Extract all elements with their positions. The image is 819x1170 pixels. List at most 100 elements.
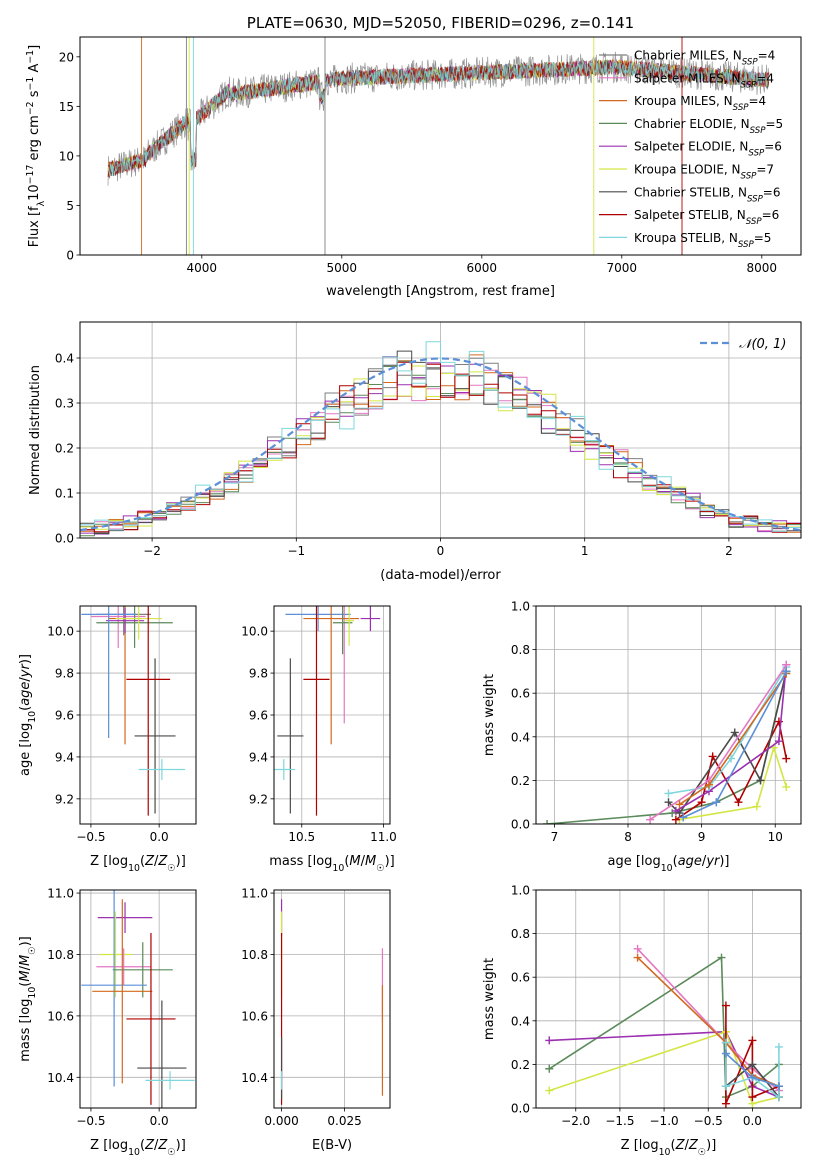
tick-label-x: 0.0: [150, 1114, 169, 1128]
tick-label-y: 9.8: [249, 667, 268, 681]
z-age-axes: −0.5 0.0 9.2 9.4 9.6 9.8 10.0 Z [log10(Z/Z☉)] ag…: [18, 605, 197, 874]
legend-entry: Chabrier STELIB, NSSP=6: [634, 185, 781, 204]
tick-label-y: 0.0: [511, 818, 530, 832]
tick-label-y: 20: [59, 50, 74, 64]
mass-weight-marker: [774, 737, 783, 746]
mass-weight-marker: [646, 815, 655, 824]
mass-weight-marker: [543, 820, 552, 824]
tick-label-y: 0.4: [511, 730, 530, 744]
tick-label-y: 10: [59, 149, 74, 163]
y-axis-label: mass weight: [482, 674, 497, 756]
mass-weight-line: [649, 664, 787, 821]
x-axis-label: Z [log10(Z/Z☉)]: [90, 1138, 186, 1158]
mass-weight-marker: [671, 806, 680, 815]
tick-label-x: 1: [581, 544, 589, 558]
tick-label-x: 6000: [467, 261, 498, 275]
tick-label-y: 0.6: [511, 687, 530, 701]
tick-label-x: 4000: [187, 261, 218, 275]
tick-label-y: 0.2: [511, 774, 530, 788]
z-age-plot-area: [81, 606, 186, 816]
ebv-mass-plot-area: [280, 899, 384, 1105]
z-weight-plot-area: [545, 944, 783, 1108]
chart-title: PLATE=0630, MJD=52050, FIBERID=0296, z=0…: [247, 14, 634, 32]
spectrum-plot-area: [107, 37, 770, 255]
ebv-mass-axes: 0.000 0.025 10.4 10.6 10.8 11.0 E(B-V): [241, 887, 391, 1153]
mass-age-plot-area: [274, 606, 381, 816]
mass-weight-line: [668, 666, 787, 795]
legend-entry: Chabrier ELODIE, NSSP=5: [634, 117, 783, 136]
tick-label-y: 0.0: [55, 532, 74, 546]
tick-label-x: 0: [437, 544, 445, 558]
mass-weight-marker: [721, 1001, 730, 1010]
legend-entry: 𝒩(0, 1): [739, 337, 786, 352]
tick-label-y: 0.8: [511, 927, 530, 941]
mass-weight-marker: [708, 752, 717, 761]
mass-weight-marker: [721, 1082, 730, 1091]
tick-label-x: −1.5: [605, 1114, 634, 1128]
mass-weight-marker: [545, 1086, 554, 1095]
tick-label-x: 8: [624, 830, 632, 844]
tick-label-x: 7: [551, 830, 559, 844]
axes-frame: [79, 889, 197, 1109]
mass-weight-marker: [782, 782, 791, 791]
mass-weight-marker: [633, 944, 642, 953]
tick-label-y: 0.0: [511, 1102, 530, 1116]
tick-label-x: 10.5: [288, 830, 315, 844]
histogram-series: [80, 361, 801, 533]
mass-weight-marker: [774, 1082, 783, 1091]
y-axis-label: mass [log10(M/M☉)]: [18, 936, 38, 1062]
mass-weight-marker: [748, 1073, 757, 1082]
tick-label-y: 9.4: [249, 750, 268, 764]
tick-label-y: 0.8: [511, 643, 530, 657]
mass-weight-marker: [730, 728, 739, 737]
mass-weight-marker: [748, 1036, 757, 1045]
spectrum-axes: 4000 5000 6000 7000 8000 0 5 10 15 20 PLATE=0630, …: [25, 14, 802, 299]
tick-label-y: 10.6: [47, 1009, 74, 1023]
x-axis-label: wavelength [Angstrom, rest frame]: [326, 284, 555, 299]
tick-label-x: −1: [287, 544, 305, 558]
tick-label-x: 2: [725, 544, 733, 558]
axes-frame: [273, 605, 391, 825]
mass-weight-marker: [774, 1093, 783, 1102]
tick-label-y: 0.4: [511, 1014, 530, 1028]
axes-frame: [79, 321, 802, 539]
mass-weight-marker: [727, 754, 736, 763]
mass-weight-marker: [752, 802, 761, 811]
tick-label-y: 0.6: [511, 971, 530, 985]
mass-weight-line: [546, 671, 788, 824]
tick-label-y: 0.3: [55, 397, 74, 411]
y-axis-label: Normed distribution: [28, 365, 43, 495]
mass-weight-marker: [545, 1064, 554, 1073]
tick-label-x: 0.0: [743, 1114, 762, 1128]
tick-label-y: 0.2: [511, 1058, 530, 1072]
mass-weight-marker: [734, 798, 743, 807]
mass-weight-marker: [721, 1038, 730, 1047]
x-axis-label: Z [log10(Z/Z☉)]: [621, 1138, 717, 1158]
x-axis-label: mass [log10(M/M☉)]: [269, 854, 395, 874]
tick-label-y: 10.6: [241, 1009, 268, 1023]
axes-frame: [79, 605, 197, 825]
age-weight-plot-area: [543, 660, 791, 824]
axes-frame: [79, 36, 802, 256]
mass-weight-marker: [675, 800, 684, 809]
tick-label-y: 1.0: [511, 600, 530, 614]
tick-label-y: 9.6: [55, 709, 74, 723]
y-axis-label: Flux [fλ10−17 erg cm−2 s−1 A−1]: [25, 45, 47, 247]
tick-label-y: 0.1: [55, 487, 74, 501]
tick-label-x: 0.025: [327, 1114, 361, 1128]
mass-weight-marker: [712, 798, 721, 807]
tick-label-y: 11.0: [241, 887, 268, 901]
tick-label-y: 0: [66, 249, 74, 263]
mass-weight-marker: [545, 1036, 554, 1045]
mass-weight-marker: [697, 798, 706, 807]
tick-label-y: 9.4: [55, 750, 74, 764]
axes-frame: [535, 605, 802, 825]
y-axis-label: mass weight: [482, 958, 497, 1040]
mass-weight-marker: [679, 813, 688, 822]
tick-label-x: 9: [698, 830, 706, 844]
gaussian-reference-curve: [80, 357, 801, 532]
legend-entry: Salpeter ELODIE, NSSP=6: [634, 140, 782, 159]
tick-label-y: 10.0: [241, 625, 268, 639]
tick-label-y: 10.0: [47, 625, 74, 639]
mass-weight-marker: [756, 776, 765, 785]
